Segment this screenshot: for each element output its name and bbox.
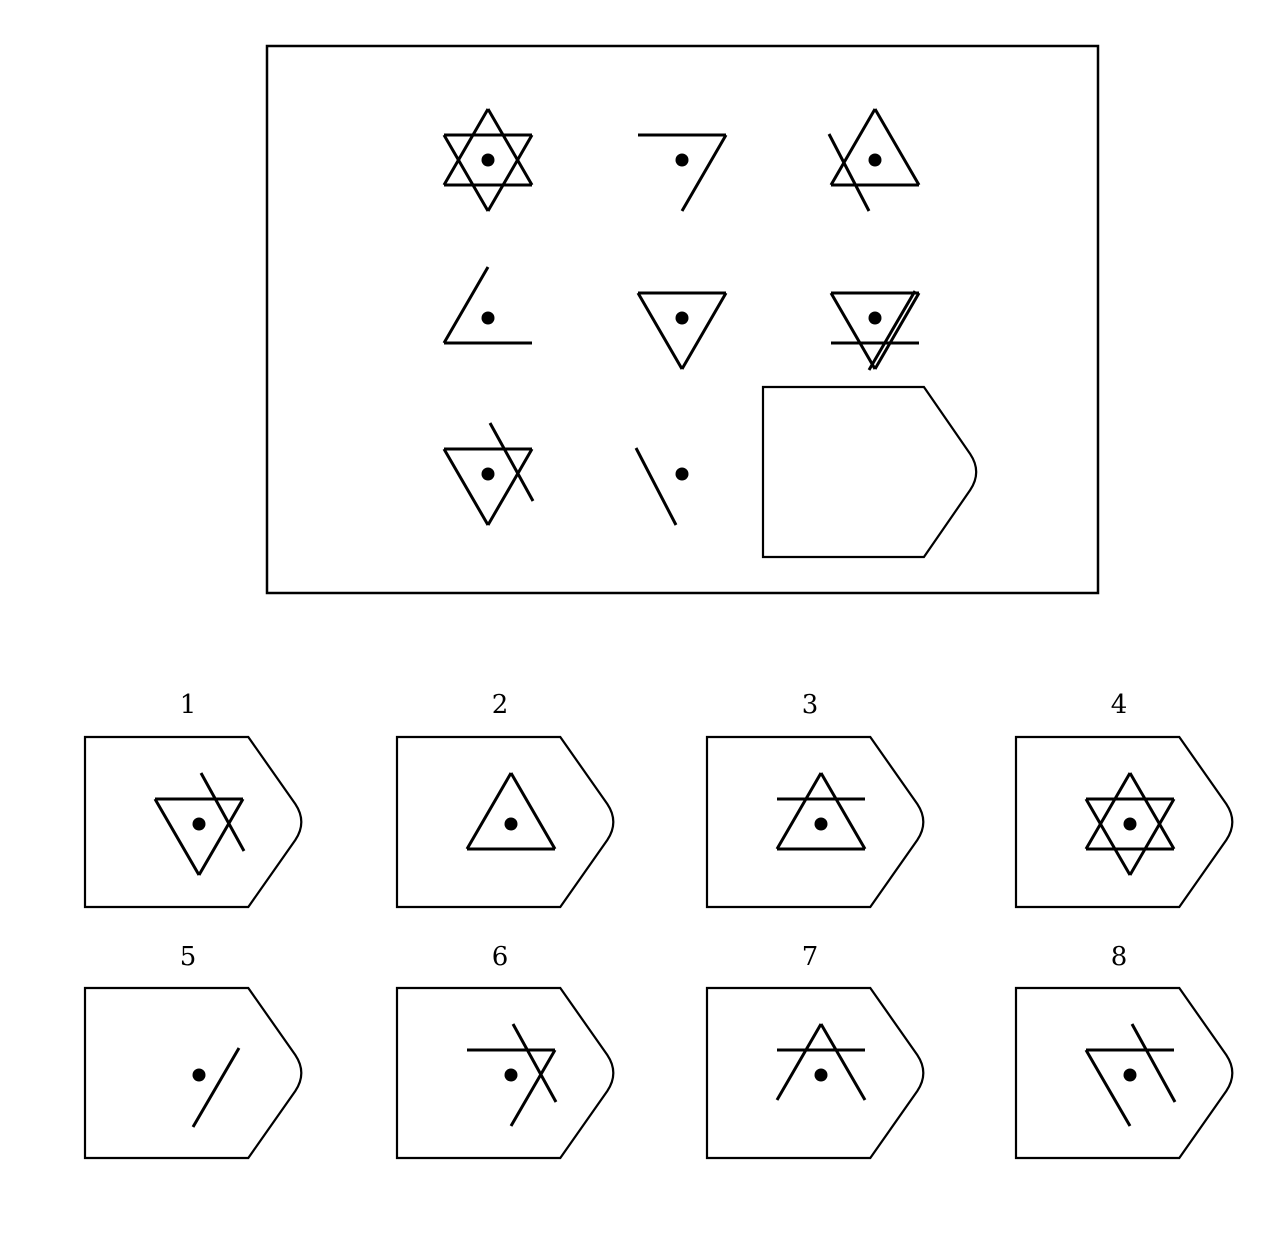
option-4[interactable]: 4 — [1014, 690, 1234, 909]
matrix-cell-r1c2-figure-down-triangle-with-slash-and-bar — [829, 290, 921, 371]
figure-stroke — [873, 108, 921, 186]
figure-stroke — [1084, 798, 1132, 876]
center-dot — [675, 153, 689, 167]
center-dot — [504, 817, 518, 831]
figure-stroke — [153, 798, 201, 876]
center-dot — [192, 817, 206, 831]
option-1[interactable]: 1 — [83, 690, 303, 909]
option-4-figure-full-star — [1084, 772, 1176, 876]
matrix-cell-r0c2-figure-up-triangle-with-left-slash — [827, 108, 921, 212]
option-2-figure-up-triangle — [465, 772, 557, 851]
figure-stroke — [509, 772, 557, 850]
option-3-figure-up-triangle-with-bar — [775, 772, 867, 851]
matrix-cell-r0c1-figure-top-bar-right-slant — [638, 133, 728, 212]
option-8-figure-down-open-with-right-slash — [1084, 1023, 1177, 1127]
figure-stroke — [509, 1049, 557, 1127]
option-number-label: 2 — [492, 690, 509, 720]
center-dot — [481, 467, 495, 481]
option-number-label: 4 — [1111, 690, 1128, 720]
figure-stroke — [486, 108, 534, 186]
option-7[interactable]: 7 — [705, 942, 925, 1160]
figure-stroke — [775, 1023, 823, 1101]
center-dot — [481, 153, 495, 167]
figure-stroke — [634, 447, 678, 526]
figure-stroke — [442, 448, 490, 526]
figure-stroke — [465, 772, 513, 850]
center-dot — [814, 817, 828, 831]
figure-stroke — [1128, 798, 1176, 876]
figure-stroke — [819, 1023, 867, 1101]
center-dot — [868, 311, 882, 325]
missing-cell-placeholder — [761, 385, 978, 559]
option-8[interactable]: 8 — [1014, 942, 1234, 1160]
center-dot — [192, 1068, 206, 1082]
option-5[interactable]: 5 — [83, 942, 303, 1160]
figure-stroke — [191, 1047, 241, 1128]
option-number-label: 1 — [180, 690, 197, 720]
figure-stroke — [486, 134, 534, 212]
figure-stroke — [199, 772, 246, 852]
center-dot — [868, 153, 882, 167]
center-dot — [1123, 1068, 1137, 1082]
option-number-label: 6 — [492, 942, 509, 972]
option-5-figure-right-slash — [191, 1047, 241, 1128]
center-dot — [481, 311, 495, 325]
option-6-figure-bar-with-crossing-slashes — [467, 1023, 558, 1127]
figure-stroke — [1130, 1023, 1177, 1103]
option-7-figure-up-apex-with-bar — [775, 1023, 867, 1101]
matrix-cell-r1c1-figure-down-triangle — [636, 291, 728, 370]
figure-stroke — [1084, 772, 1132, 850]
option-number-label: 3 — [802, 690, 819, 720]
option-2[interactable]: 2 — [395, 690, 615, 909]
center-dot — [675, 311, 689, 325]
center-dot — [1123, 817, 1137, 831]
matrix-frame — [265, 44, 1100, 595]
option-number-label: 7 — [802, 942, 819, 972]
figure-stroke — [1084, 1049, 1132, 1127]
matrix-cell-r0c0-figure-full-star — [442, 108, 534, 212]
figure-stroke — [829, 108, 877, 186]
option-number-label: 5 — [180, 942, 197, 972]
matrix-figures — [442, 108, 978, 559]
center-dot — [675, 467, 689, 481]
option-number-label: 8 — [1111, 942, 1128, 972]
matrix-cell-r2c0-figure-down-triangle-with-right-slash — [442, 422, 535, 526]
matrix-cell-r2c1-figure-left-backslash — [634, 447, 689, 526]
figure-stroke — [511, 1023, 558, 1103]
figure-stroke — [829, 292, 877, 370]
figure-stroke — [873, 292, 921, 370]
figure-stroke — [636, 292, 684, 370]
option-6[interactable]: 6 — [395, 942, 615, 1160]
answer-options: 1 2 3 4 5 6 7 8 — [83, 690, 1234, 1160]
center-dot — [814, 1068, 828, 1082]
option-1-figure-down-triangle-with-right-slash — [153, 772, 246, 876]
figure-stroke — [442, 108, 490, 186]
option-3[interactable]: 3 — [705, 690, 925, 909]
figure-stroke — [442, 134, 490, 212]
center-dot — [504, 1068, 518, 1082]
figure-stroke — [1128, 772, 1176, 850]
figure-stroke — [486, 448, 534, 526]
figure-stroke — [442, 266, 490, 344]
figure-stroke — [488, 422, 535, 502]
figure-stroke — [197, 798, 245, 876]
figure-stroke — [680, 134, 728, 212]
figure-stroke — [827, 133, 871, 212]
matrix-cell-r1c0-figure-left-slant-bottom-bar — [442, 266, 532, 345]
figure-stroke — [775, 772, 823, 850]
figure-stroke — [819, 772, 867, 850]
figure-stroke — [867, 290, 917, 371]
figure-stroke — [680, 292, 728, 370]
